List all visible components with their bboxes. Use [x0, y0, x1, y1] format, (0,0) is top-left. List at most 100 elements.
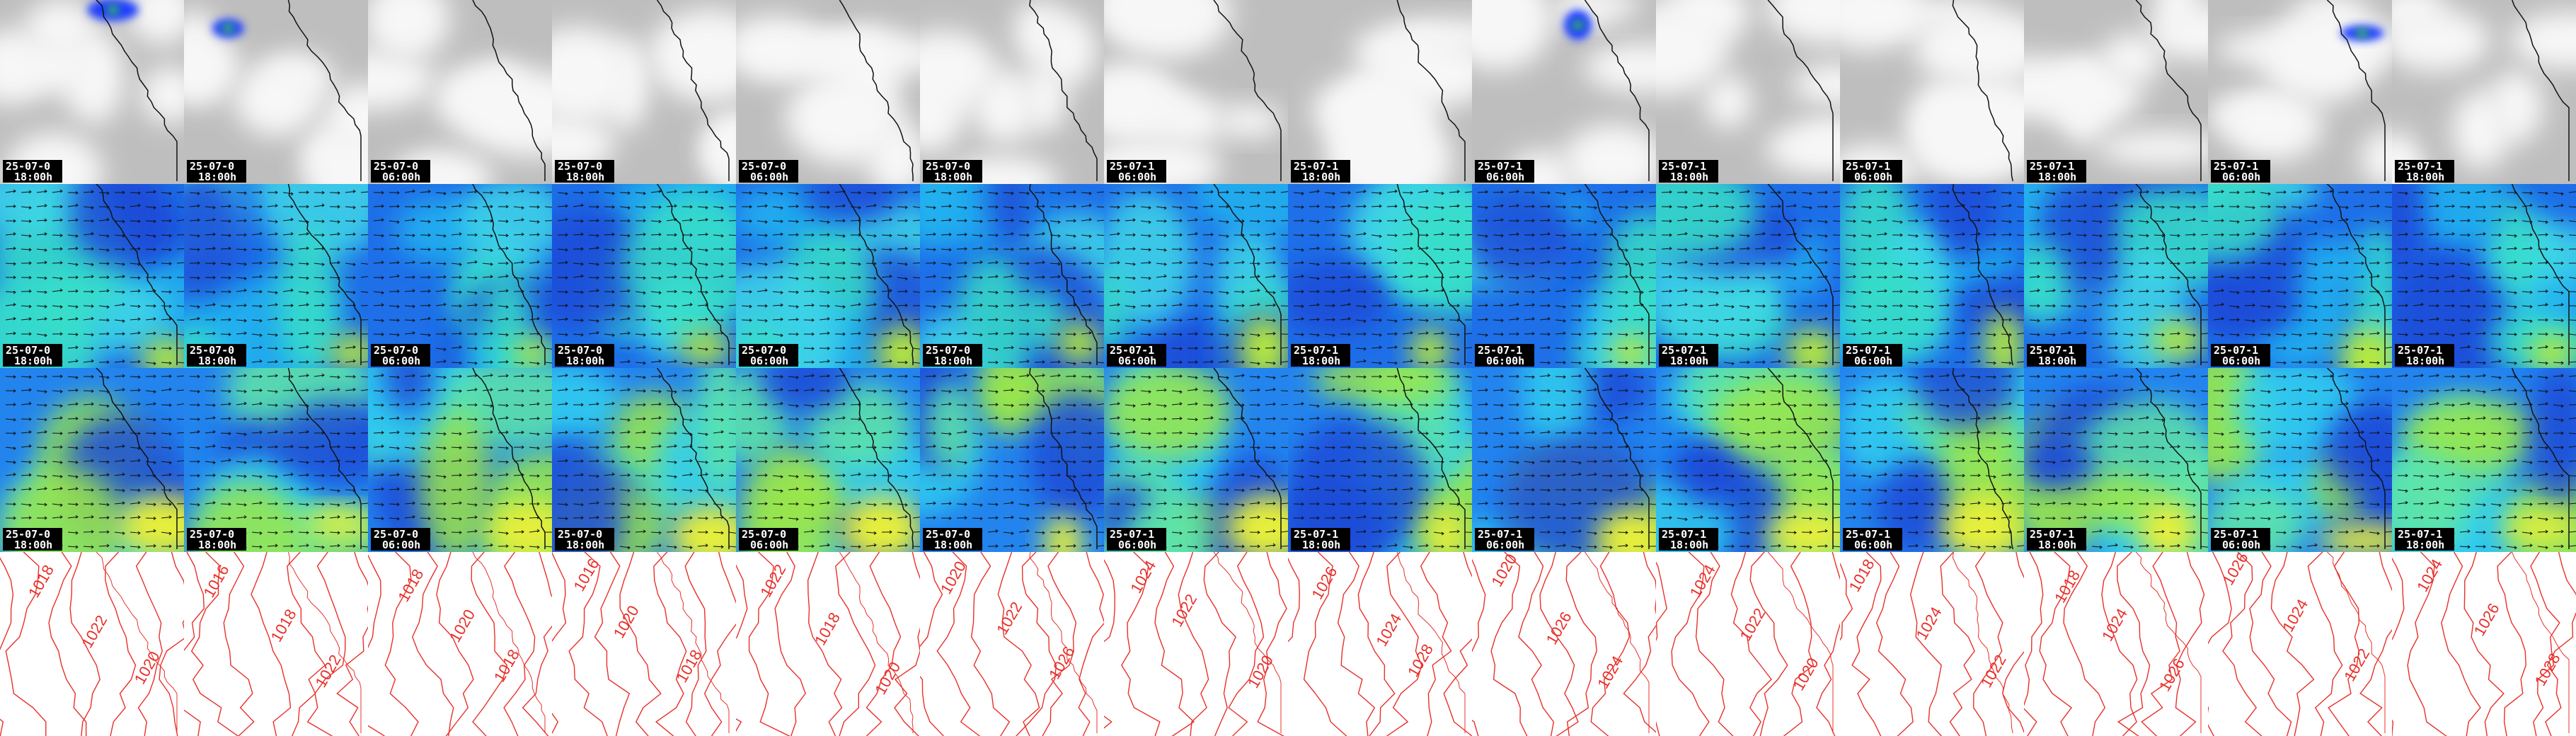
wind-field: [420, 410, 493, 552]
coastline: [96, 0, 178, 181]
cloud: [1326, 111, 1453, 184]
isobar: [1749, 552, 1788, 736]
map-tile: 25-07-118:00h: [2392, 0, 2576, 184]
isobar: [619, 552, 662, 736]
wind-arrows: [1845, 373, 2024, 550]
map-tile: 25-07-018:00h: [184, 368, 368, 552]
coastline: [287, 368, 362, 549]
isobar: [1154, 552, 1195, 736]
wind-arrows: [925, 373, 1104, 549]
map-tile: 25-07-006:00h: [368, 0, 552, 184]
label-box: [2211, 160, 2270, 183]
date-label: 25-07-1: [1478, 344, 1522, 357]
wind-field: [384, 368, 434, 415]
label-box: [2027, 528, 2086, 551]
coastline: [2135, 552, 2202, 733]
land: [2392, 0, 2576, 184]
wind-field: [2392, 454, 2468, 552]
label-box: [371, 160, 430, 183]
cloud: [1583, 42, 1656, 93]
map-tile: 25-07-118:00h: [1288, 184, 1472, 368]
time-label: 18:00h: [198, 355, 236, 367]
wind-max: [305, 510, 368, 539]
wind-max: [679, 331, 731, 364]
wind-max: [2340, 328, 2392, 368]
wind-field: [986, 184, 1036, 248]
wind-arrows: [2213, 189, 2392, 365]
isobar: [190, 552, 239, 736]
coastline: [656, 368, 730, 549]
wind-field: [552, 368, 622, 443]
coastline: [1584, 184, 1650, 365]
wind-field: [278, 226, 339, 368]
isobar: [894, 552, 920, 736]
pressure-bg: [2208, 552, 2392, 736]
wind-field: [184, 184, 245, 302]
time-label: 06:00h: [2222, 539, 2260, 551]
map-tile: 25-07-018:00h: [184, 0, 368, 184]
map-tile: 25-07-018:00h: [920, 184, 1104, 368]
isobar: [807, 552, 843, 736]
time-label: 18:00h: [2406, 171, 2444, 183]
date-label: 25-07-0: [374, 160, 418, 173]
map-tile: 25-07-018:00h: [552, 184, 736, 368]
label-box: [1291, 528, 1350, 551]
map-tile: 25-07-118:00h: [1656, 184, 1840, 368]
isobar: [936, 552, 981, 736]
label-box: [2211, 344, 2270, 367]
wind-arrows: [2029, 190, 2208, 366]
isobar: [2208, 552, 2232, 736]
time-label: 06:00h: [1118, 539, 1156, 551]
label-box: [1107, 344, 1166, 367]
coastline: [472, 184, 546, 365]
time-label: 18:00h: [198, 539, 236, 551]
wind-field: [552, 439, 624, 552]
wind-arrows: [5, 189, 184, 366]
map-tile: 25-07-018:00h: [0, 0, 184, 184]
time-label: 18:00h: [1670, 171, 1708, 183]
label-box: [371, 528, 430, 551]
date-label: 25-07-0: [558, 160, 602, 173]
land: [1472, 0, 1656, 184]
isobar: [184, 552, 205, 736]
map-tile: 25-07-118:00h: [2024, 184, 2208, 368]
wind-max: [1941, 495, 2023, 552]
isobar: [105, 552, 137, 736]
isobar: [251, 552, 292, 736]
coastline: [287, 0, 362, 181]
map-tile: 25-07-118:00h: [2024, 0, 2208, 184]
date-label: 25-07-1: [2398, 528, 2442, 541]
coastline: [1952, 184, 2013, 366]
map-tile: 25-07-106:00h: [1472, 0, 1656, 184]
map-tile: 25-07-018:00h: [0, 368, 184, 552]
isobar: [1539, 552, 1579, 736]
wind-arrows: [741, 373, 920, 549]
wind-max: [1226, 494, 1288, 552]
cloud: [1472, 0, 1538, 36]
wind-field: [1191, 184, 1288, 236]
label-box: [371, 344, 430, 367]
isobar: [1104, 559, 1115, 729]
date-label: 25-07-0: [190, 344, 234, 357]
label-box: [1659, 528, 1718, 551]
isobar: [1443, 552, 1472, 736]
time-label: 06:00h: [1118, 355, 1156, 367]
wind-max: [1426, 506, 1466, 552]
label-box: [923, 160, 982, 183]
wind-max: [1044, 515, 1083, 552]
cloud: [552, 26, 636, 125]
coastline: [2511, 368, 2570, 549]
time-label: 06:00h: [1486, 539, 1524, 551]
wind-field: [272, 400, 368, 484]
cloud: [234, 64, 320, 137]
isobar: [594, 552, 631, 736]
wind-field: [459, 184, 552, 263]
isobar: [2063, 552, 2106, 736]
wind-arrows: [5, 374, 184, 549]
wind-field: [1840, 265, 1943, 364]
isobar: [306, 552, 346, 736]
cloud: [368, 0, 450, 60]
time-label: 06:00h: [1486, 171, 1524, 183]
